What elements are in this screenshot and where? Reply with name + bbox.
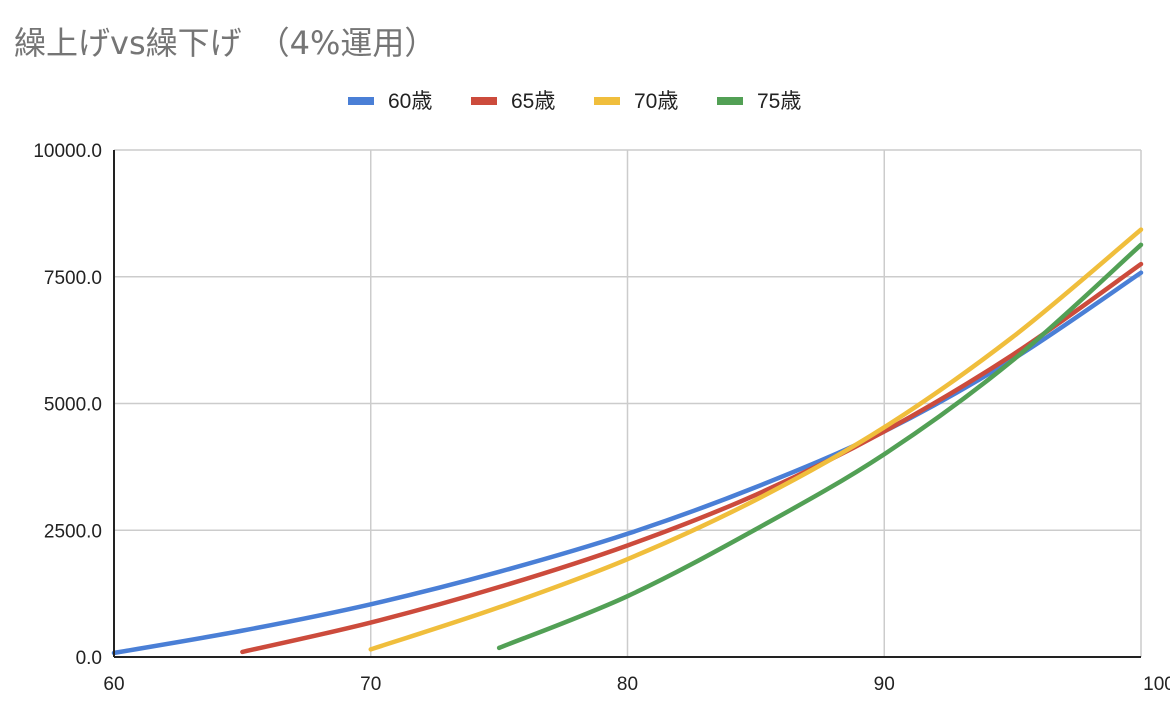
x-axis-ticks: 60 70 80 90 100	[103, 674, 1170, 695]
y-tick-label: 5000.0	[44, 395, 102, 416]
series-line-3	[368, 227, 1144, 652]
legend-swatch	[471, 97, 497, 105]
legend-swatch	[717, 97, 743, 105]
x-tick-label: 90	[874, 674, 895, 695]
legend-label: 60歳	[388, 90, 432, 113]
y-tick-label: 7500.0	[44, 268, 102, 289]
series-line-4	[496, 242, 1144, 651]
legend: 60歳 65歳 70歳 75歳	[348, 90, 801, 113]
y-axis-ticks: 0.0 2500.0 5000.0 7500.0 10000.0	[33, 141, 102, 669]
legend-swatch	[594, 97, 620, 105]
x-tick-label: 100	[1143, 674, 1170, 695]
chart-title: 繰上げvs繰下げ （4%運用）	[14, 24, 436, 62]
axes	[113, 150, 1141, 658]
x-tick-label: 60	[103, 674, 124, 695]
legend-label: 75歳	[757, 90, 801, 113]
series-line-2	[240, 261, 1144, 655]
series-lines	[111, 227, 1144, 656]
y-tick-label: 0.0	[76, 648, 102, 669]
gridlines	[114, 149, 1142, 657]
y-tick-label: 10000.0	[33, 141, 102, 162]
legend-label: 65歳	[511, 90, 555, 113]
legend-swatch	[348, 97, 374, 105]
y-tick-label: 2500.0	[44, 521, 102, 542]
series-line-1	[111, 270, 1144, 656]
x-tick-label: 80	[617, 674, 638, 695]
x-tick-label: 70	[360, 674, 381, 695]
legend-label: 70歳	[634, 90, 678, 113]
